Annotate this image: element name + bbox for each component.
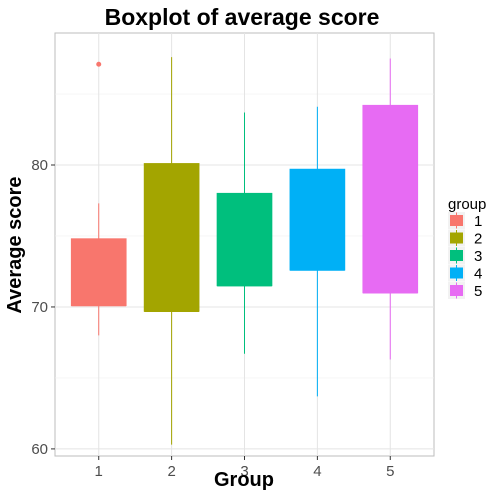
legend-key-swatch	[450, 250, 463, 261]
legend-key-swatch	[450, 285, 463, 296]
box	[143, 163, 200, 312]
legend-label: 2	[474, 231, 482, 248]
x-axis-title: Group	[214, 469, 274, 491]
legend-label: 5	[474, 283, 482, 300]
legend-key: 3	[448, 247, 482, 265]
chart-title: Boxplot of average score	[105, 4, 380, 30]
legend-key-swatch	[450, 215, 463, 226]
box-group-2	[143, 57, 200, 445]
legend-key: 5	[448, 282, 482, 300]
legend-title: group	[448, 196, 486, 213]
y-axis-title: Average score	[4, 176, 26, 313]
legend-key-swatch	[450, 232, 463, 244]
box-group-5	[362, 58, 419, 360]
y-tick-label: 80	[31, 157, 48, 174]
box	[216, 192, 273, 287]
outlier-point	[96, 61, 102, 67]
x-tick-label: 1	[95, 463, 103, 480]
x-tick-label: 4	[313, 463, 321, 480]
x-tick-label: 3	[240, 463, 248, 480]
box-group-3	[216, 112, 273, 354]
box	[70, 238, 127, 307]
box	[362, 104, 419, 294]
box-group-4	[289, 106, 346, 397]
legend-key: 1	[448, 212, 482, 230]
box	[289, 168, 346, 271]
legend-key-swatch	[450, 267, 463, 279]
legend-key: 2	[448, 229, 482, 248]
box-group-1	[70, 61, 127, 336]
boxes	[70, 57, 419, 445]
legend-key: 4	[448, 264, 482, 283]
x-axis: 1 2 3 4 5	[95, 456, 394, 480]
y-tick-label: 70	[31, 299, 48, 316]
legend-label: 4	[474, 266, 482, 283]
legend-label: 1	[474, 213, 482, 230]
x-tick-label: 2	[167, 463, 175, 480]
legend-label: 3	[474, 248, 482, 265]
x-tick-label: 5	[386, 463, 394, 480]
y-tick-label: 60	[31, 441, 48, 458]
y-axis: 60 70 80	[31, 157, 55, 458]
